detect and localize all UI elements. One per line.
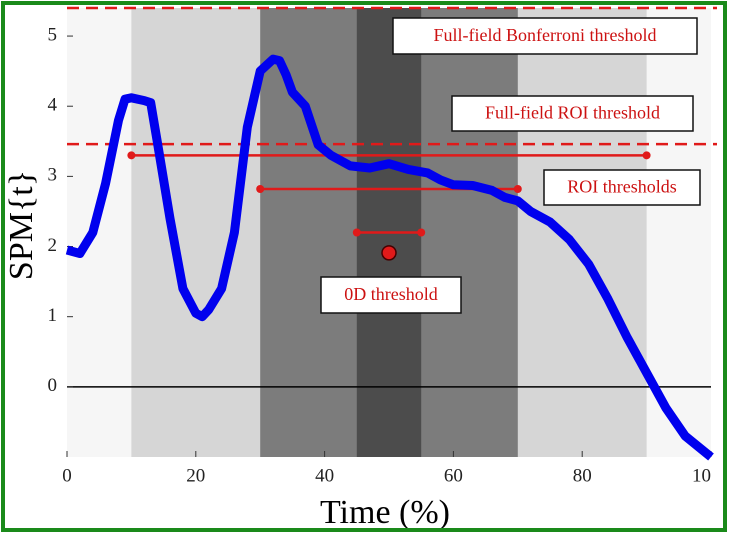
x-tick-label: 40 xyxy=(315,465,334,486)
roi-threshold-end xyxy=(417,228,426,237)
roi-threshold-end xyxy=(513,185,522,194)
y-tick-label: 0 xyxy=(48,375,58,396)
annotation: Full-field Bonferroni threshold xyxy=(434,25,657,45)
y-tick-label: 4 xyxy=(48,95,58,116)
roi-threshold-end xyxy=(352,228,361,237)
spm-curve xyxy=(65,54,714,461)
y-tick-label: 5 xyxy=(48,24,58,45)
x-tick-label: 80 xyxy=(573,465,592,486)
annotation: 0D threshold xyxy=(344,284,438,304)
roi-threshold-end xyxy=(127,151,136,160)
annotation-box xyxy=(392,17,698,55)
x-tick-label: 10 xyxy=(692,465,711,486)
y-tick-label: 3 xyxy=(48,165,58,186)
roi-threshold-end xyxy=(256,185,265,194)
x-tick-label: 20 xyxy=(186,465,205,486)
annotation-box xyxy=(543,169,701,206)
annotation: ROI thresholds xyxy=(567,177,677,197)
x-axis-label: Time (%) xyxy=(320,494,450,531)
y-axis-label: SPM{t} xyxy=(3,170,40,280)
y-tick-label: 2 xyxy=(48,235,58,256)
annotation-box xyxy=(451,95,694,132)
x-tick-label: 0 xyxy=(62,465,72,486)
annotation: Full-field ROI threshold xyxy=(485,103,660,123)
x-tick-label: 60 xyxy=(444,465,463,486)
annotation-box xyxy=(320,276,462,314)
roi-threshold-end xyxy=(642,151,651,160)
y-tick-label: 1 xyxy=(48,305,58,326)
zero-d-threshold-point xyxy=(381,245,397,261)
